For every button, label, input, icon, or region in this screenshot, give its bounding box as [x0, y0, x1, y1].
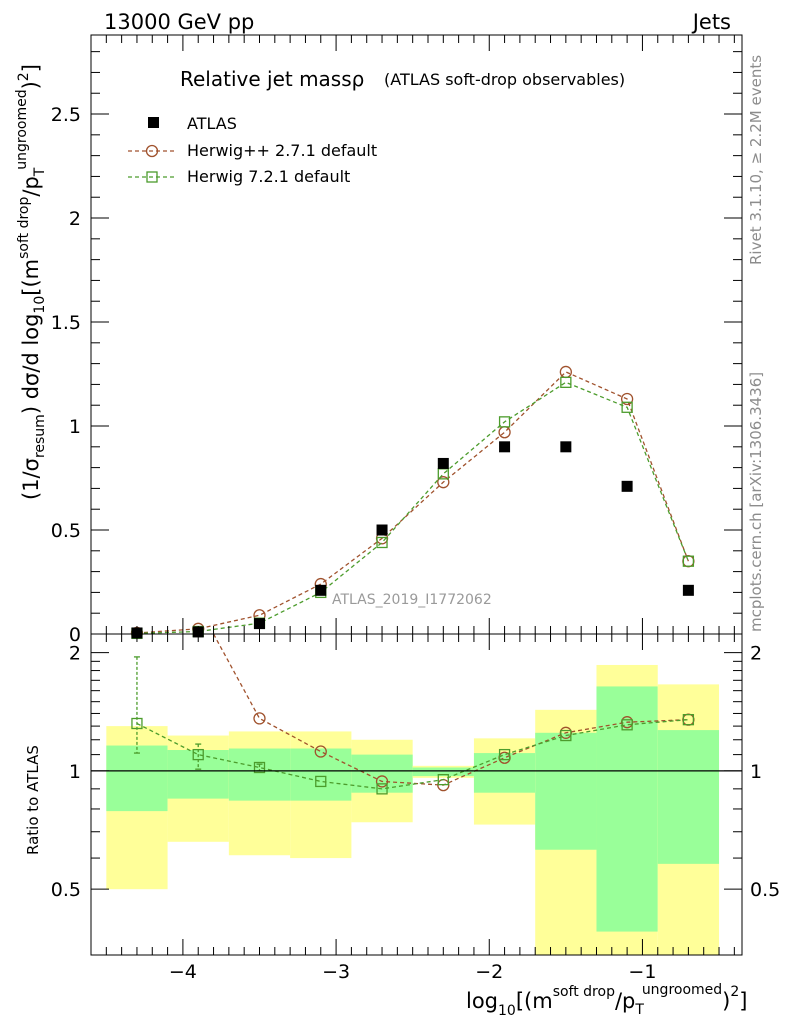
- herwigpp-point: [437, 476, 450, 489]
- main-subtitle: (ATLAS soft-drop observables): [384, 70, 625, 89]
- herwig7-point: [682, 555, 695, 567]
- ratio-herwig7-point: [192, 748, 204, 761]
- main-title: Relative jet massρ: [180, 67, 364, 91]
- herwig7-point: [621, 401, 633, 413]
- main-ytick-label: 0.5: [51, 520, 81, 542]
- main-ytick-label: 0: [69, 624, 81, 646]
- ratio-panel: 0.5 0.5 1 1 2 2 −4 −3 −2 −1 Ratio to ATLAS: [24, 633, 780, 983]
- ratio-band-green: [167, 750, 229, 799]
- ratio-xtick-label: −1: [628, 961, 656, 983]
- atlas-point: [682, 584, 694, 596]
- legend-marker-herwigpp: [145, 144, 159, 158]
- ratio-ytick-label-right: 0.5: [750, 879, 780, 901]
- ratio-band-green: [596, 686, 658, 932]
- mcplots-label: mcplots.cern.ch [arXiv:1306.3436]: [747, 372, 765, 632]
- ratio-herwig7-point: [560, 729, 572, 742]
- ratio-marks: [131, 633, 695, 795]
- header-left: 13000 GeV pp: [104, 10, 254, 34]
- herwig7-point: [376, 536, 388, 549]
- ratio-xtick-label: −3: [322, 961, 350, 983]
- main-ytick-label: 2: [69, 208, 81, 230]
- ratio-band-green: [106, 745, 168, 812]
- ratio-ytick-label: 2: [69, 643, 81, 665]
- ratio-axis: 0.5 0.5 1 1 2 2 −4 −3 −2 −1: [51, 634, 780, 983]
- ratio-herwig7-point: [437, 773, 449, 786]
- ratio-ylabel: Ratio to ATLAS: [24, 745, 42, 855]
- atlas-point: [376, 524, 388, 536]
- main-ytick-label: 2.5: [51, 104, 81, 126]
- main-ytick-label: 1: [69, 416, 81, 438]
- ratio-herwigpp-point: [314, 745, 327, 758]
- ratio-xtick-label: −2: [475, 961, 503, 983]
- ratio-herwig7-point: [682, 714, 695, 726]
- ratio-ytick-label-right: 1: [750, 761, 762, 783]
- header-right: Jets: [691, 10, 731, 34]
- xlabel: log10[(msoft drop/pTungroomed)2]: [466, 982, 748, 1019]
- atlas-point: [253, 618, 265, 630]
- atlas-point: [560, 441, 572, 453]
- ratio-herwig7-point: [498, 748, 511, 761]
- atlas-point: [621, 480, 633, 492]
- ratio-herwig7-point: [315, 775, 327, 788]
- legend-label-herwig7: Herwig 7.2.1 default: [187, 167, 350, 186]
- ratio-band-green: [228, 748, 291, 801]
- ratio-herwigpp-point: [253, 712, 266, 725]
- main-ylabel: (1/σresum) dσ/d log10[(msoft drop/pTungr…: [14, 64, 48, 500]
- ratio-band-green: [412, 767, 474, 777]
- ratio-ytick-label: 0.5: [51, 879, 81, 901]
- ratio-band-green: [290, 748, 352, 801]
- ratio-herwigpp-point: [375, 775, 389, 788]
- herwig7-point: [498, 416, 511, 428]
- ratio-ytick-label: 1: [69, 761, 81, 783]
- ratio-band-green: [657, 730, 720, 864]
- ratio-herwig7-point: [131, 717, 143, 730]
- ratio-herwig7-point: [253, 761, 266, 774]
- legend-item-atlas: ATLAS: [148, 114, 237, 133]
- ratio-ytick-label-right: 2: [750, 643, 762, 665]
- legend-item-herwig7: Herwig 7.2.1 default: [128, 167, 350, 186]
- herwigpp-line: [136, 371, 689, 634]
- ratio-xtick-label: −4: [169, 961, 197, 983]
- atlas-point: [437, 457, 449, 469]
- legend-marker-atlas: [148, 117, 159, 128]
- rivet-label: Rivet 3.1.10, ≥ 2.2M events: [747, 55, 765, 265]
- legend: ATLAS Herwig++ 2.7.1 default Herwig 7.2.…: [128, 114, 377, 186]
- atlas-point: [315, 584, 327, 596]
- herwigpp-point: [559, 365, 572, 379]
- ratio-band-green: [535, 732, 597, 850]
- main-axis: 0 0.5 1 1.5 2 2.5: [51, 35, 742, 646]
- legend-item-herwigpp: Herwig++ 2.7.1 default: [128, 141, 377, 160]
- main-ytick-label: 1.5: [51, 312, 81, 334]
- herwig7-point: [560, 376, 572, 388]
- ratio-herwig7-line: [136, 719, 689, 790]
- ratio-herwig7-point: [621, 719, 633, 731]
- ratio-herwig7-point: [376, 783, 388, 795]
- herwigpp-point: [498, 426, 511, 439]
- ratio-frame: [90, 633, 743, 956]
- main-panel: 0 0.5 1 1.5 2 2.5 Relative jet massρ (ATLAS s…: [14, 34, 743, 646]
- atlas-point: [499, 441, 511, 453]
- watermark: ATLAS_2019_I1772062: [332, 592, 492, 608]
- legend-label-atlas: ATLAS: [187, 114, 237, 133]
- herwigpp-point: [620, 392, 634, 406]
- ratio-bands: [106, 664, 720, 955]
- legend-label-herwigpp: Herwig++ 2.7.1 default: [187, 141, 377, 160]
- legend-marker-herwig7: [146, 171, 158, 183]
